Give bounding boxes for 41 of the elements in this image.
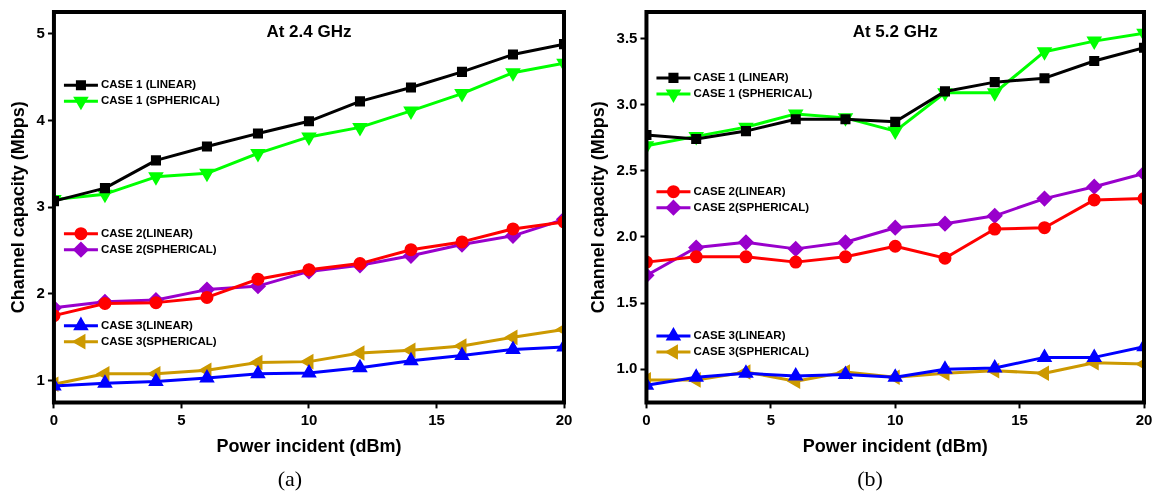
legend-label: CASE 1 (SPHERICAL) <box>693 87 813 100</box>
y-tick-label: 4 <box>36 110 46 128</box>
x-tick-label: 20 <box>1135 410 1153 428</box>
legend-label: CASE 2(SPHERICAL) <box>693 200 810 213</box>
x-tick-label: 20 <box>555 410 573 428</box>
x-axis-title: Power incident (dBm) <box>216 436 402 457</box>
text: At 5.2 GHz <box>852 22 938 42</box>
y-tick-label: 3.5 <box>616 28 638 46</box>
x-tick-label: 0 <box>49 410 59 428</box>
legend-label: CASE 1 (LINEAR) <box>693 71 789 84</box>
text: At 2.4 GHz <box>266 22 352 42</box>
y-tick-label: 2.0 <box>616 227 638 245</box>
y-tick-label: 2.5 <box>616 160 638 178</box>
x-tick-label: 5 <box>177 410 186 428</box>
legend-label: CASE 3(LINEAR) <box>100 318 194 331</box>
y-axis-title: Channel capacity (Mbps) <box>7 101 28 314</box>
x-tick-label: 15 <box>1011 410 1028 428</box>
y-tick-label: 1 <box>36 370 45 388</box>
y-tick-label: 5 <box>36 23 45 41</box>
legend-label: CASE 3(SPHERICAL) <box>100 334 217 347</box>
x-tick-label: 10 <box>300 410 318 428</box>
text: (b) <box>856 466 884 492</box>
y-tick-label: 3 <box>36 197 45 215</box>
y-tick-label: 1.5 <box>616 293 638 311</box>
legend-label: CASE 1 (LINEAR) <box>100 78 197 91</box>
legend-label: CASE 3(SPHERICAL) <box>693 345 810 358</box>
legend-label: CASE 1 (SPHERICAL) <box>100 94 220 107</box>
y-tick-label: 3.0 <box>616 94 638 112</box>
legend-label: CASE 2(SPHERICAL) <box>100 242 217 255</box>
x-axis-title: Power incident (dBm) <box>802 436 988 457</box>
y-tick-label: 2 <box>36 284 45 302</box>
legend-label: CASE 2(LINEAR) <box>100 226 194 239</box>
text: (a) <box>276 466 304 492</box>
y-tick-label: 1.0 <box>616 359 638 377</box>
y-axis-title: Channel capacity (Mbps) <box>587 101 608 314</box>
x-tick-label: 15 <box>428 410 445 428</box>
x-tick-label: 0 <box>642 410 651 428</box>
x-tick-label: 5 <box>766 410 776 428</box>
legend-label: CASE 3(LINEAR) <box>693 329 786 342</box>
legend-label: CASE 2(LINEAR) <box>693 184 786 197</box>
x-tick-label: 10 <box>886 410 904 428</box>
